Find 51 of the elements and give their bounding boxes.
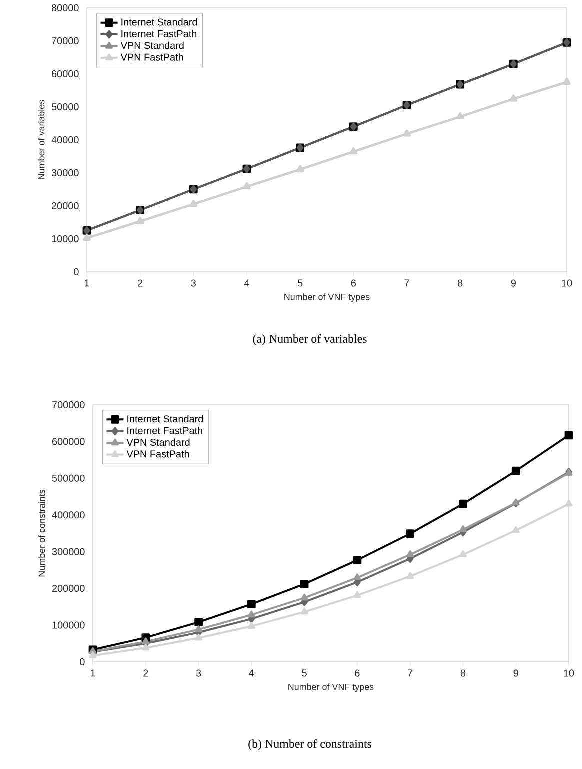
x-tick-label: 7: [408, 670, 413, 677]
x-tick-label: 1: [84, 280, 90, 287]
x-tick-label: 3: [191, 280, 196, 287]
legend-label: Internet FastPath: [128, 427, 202, 434]
y-tick-label: 0: [80, 658, 85, 666]
x-tick-label: 8: [458, 280, 463, 287]
x-tick-label: 4: [244, 280, 250, 287]
x-tick-label: 6: [351, 280, 356, 287]
legend-label: VPN FastPath: [126, 450, 190, 458]
x-axis-title: Number of VNF types: [288, 684, 374, 692]
x-tick-label: 5: [302, 670, 307, 677]
y-tick-label: 10000: [52, 235, 79, 243]
x-tick-label: 9: [511, 280, 516, 287]
y-tick-label: 50000: [52, 103, 79, 111]
x-tick-label: 6: [355, 670, 360, 677]
legend-label: VPN FastPath: [120, 54, 184, 61]
y-tick-label: 60000: [52, 70, 79, 78]
y-tick-label: 70000: [52, 37, 79, 45]
x-tick-label: 2: [138, 280, 143, 287]
legend-label: VPN Standard: [120, 42, 184, 50]
legend-label: Internet FastPath: [122, 30, 197, 38]
x-tick-label: 1: [90, 670, 96, 677]
y-tick-label: 100000: [52, 622, 85, 629]
y-tick-label: 0: [74, 268, 79, 276]
legend-label: Internet Standard: [128, 415, 204, 423]
y-tick-label: 20000: [52, 202, 79, 210]
y-tick-label: 300000: [52, 548, 85, 556]
x-tick-label: 7: [404, 280, 410, 287]
y-tick-label: 400000: [52, 512, 85, 519]
y-tick-label: 40000: [52, 136, 79, 144]
y-tick-label: 500000: [52, 474, 85, 482]
y-tick-label: 80000: [52, 4, 79, 12]
x-tick-label: 10: [564, 670, 574, 677]
y-tick-label: 30000: [52, 169, 79, 177]
y-tick-label: 600000: [52, 438, 85, 446]
x-tick-label: 5: [298, 280, 303, 287]
x-tick-label: 10: [562, 280, 572, 287]
y-axis-title: Number of constraints: [38, 490, 46, 577]
text: (a) Number of variables: [253, 334, 367, 346]
text: (b) Number of constraints: [248, 740, 372, 750]
x-axis-title: Number of VNF types: [284, 294, 370, 302]
legend-label: VPN Standard: [126, 438, 190, 446]
x-tick-label: 3: [196, 670, 202, 677]
y-axis-title: Number of variables: [38, 100, 45, 180]
x-tick-label: 2: [144, 670, 148, 677]
x-tick-label: 8: [460, 670, 466, 677]
x-tick-label: 4: [249, 670, 254, 677]
y-tick-label: 200000: [52, 585, 85, 592]
y-tick-label: 700000: [52, 401, 85, 409]
x-tick-label: 9: [514, 670, 518, 677]
legend-label: Internet Standard: [122, 18, 198, 26]
